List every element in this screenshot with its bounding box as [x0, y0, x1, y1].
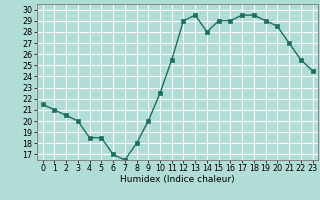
X-axis label: Humidex (Indice chaleur): Humidex (Indice chaleur) [120, 175, 235, 184]
